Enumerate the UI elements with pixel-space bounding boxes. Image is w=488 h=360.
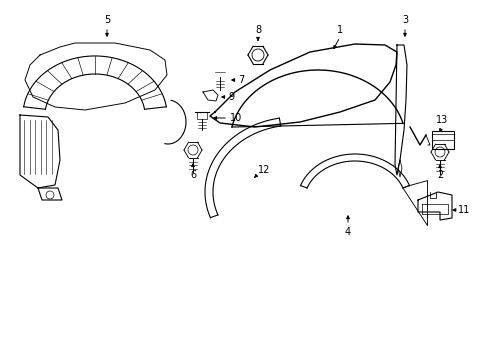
Text: 3: 3 (401, 15, 407, 25)
Text: 1: 1 (336, 25, 343, 35)
FancyBboxPatch shape (431, 131, 453, 149)
Text: 11: 11 (457, 205, 469, 215)
Text: 2: 2 (436, 170, 442, 180)
Text: 10: 10 (229, 113, 242, 123)
Text: 9: 9 (227, 92, 234, 102)
Text: 4: 4 (344, 227, 350, 237)
Text: 5: 5 (103, 15, 110, 25)
Text: 7: 7 (238, 75, 244, 85)
Text: 12: 12 (258, 165, 270, 175)
Text: 6: 6 (189, 170, 196, 180)
Text: 8: 8 (254, 25, 261, 35)
Text: 13: 13 (435, 115, 447, 125)
